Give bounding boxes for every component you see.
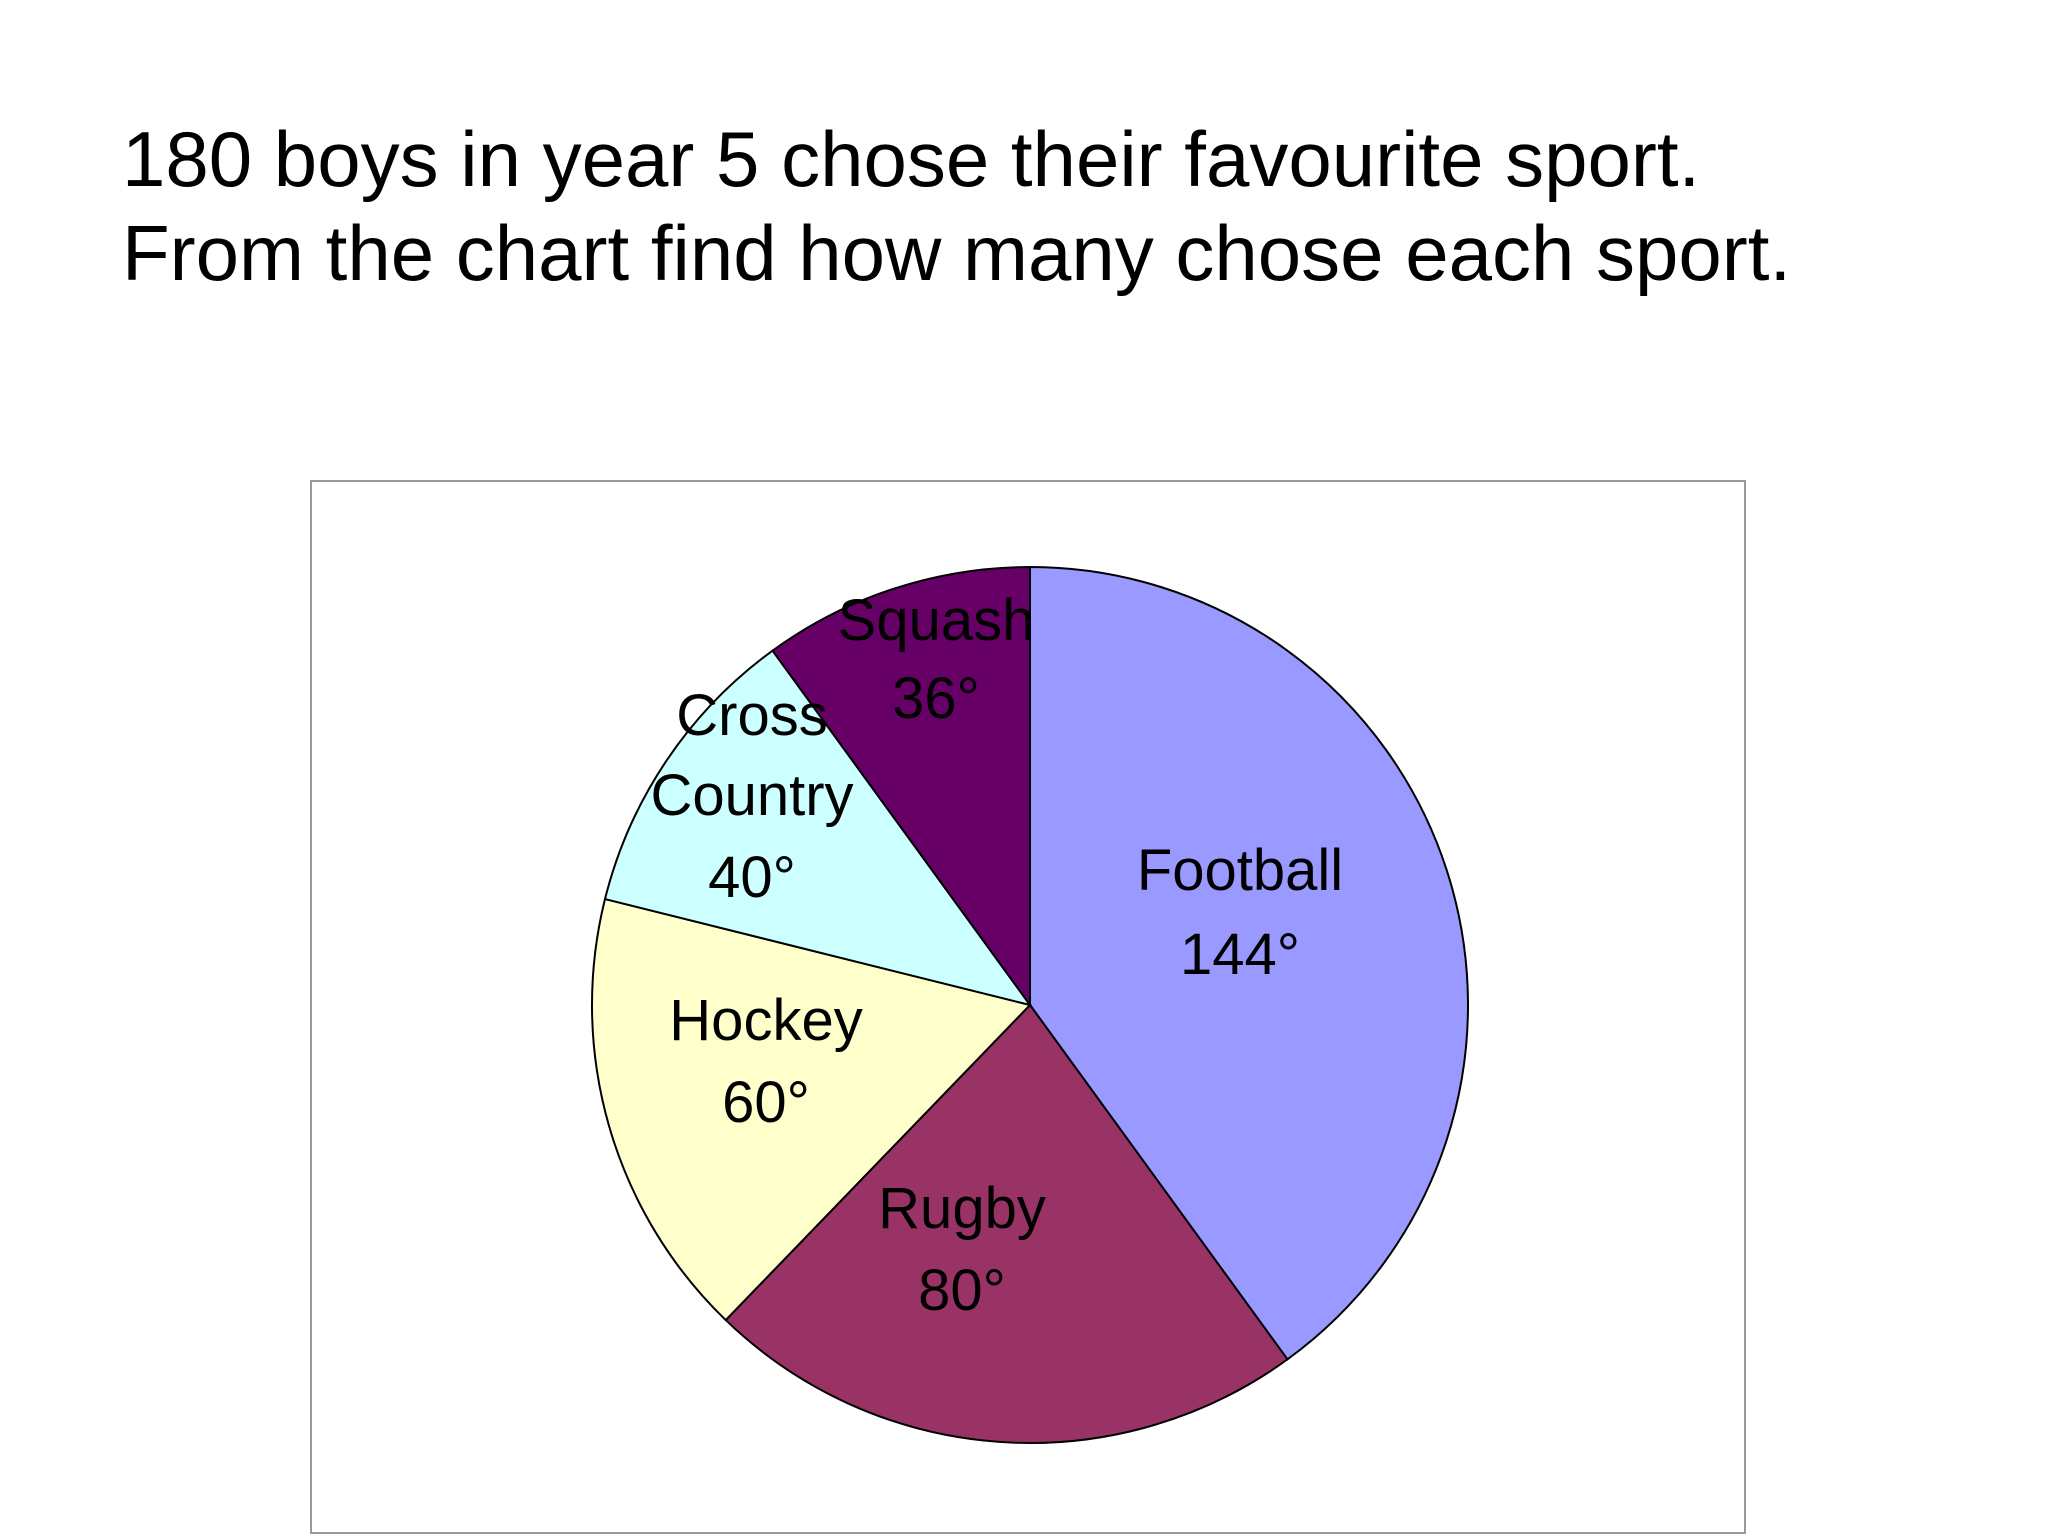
slice-name-hockey: Hockey bbox=[669, 988, 862, 1053]
data-label-hockey: Hockey 60° bbox=[669, 988, 862, 1135]
slice-value-football: 144° bbox=[1180, 922, 1300, 987]
data-label-football: Football 144° bbox=[1137, 838, 1343, 987]
pie-slice-cross-country bbox=[603, 649, 1033, 1007]
question-text: 180 boys in year 5 chose their favourite… bbox=[122, 112, 2002, 300]
question-line-1: 180 boys in year 5 chose their favourite… bbox=[122, 115, 1701, 203]
slice-value-rugby: 80° bbox=[918, 1258, 1006, 1323]
question-line-2: From the chart find how many chose each … bbox=[122, 209, 1792, 297]
slice-name-football: Football bbox=[1137, 838, 1343, 903]
slice-name-cross-country: Country bbox=[650, 763, 853, 828]
slice-value-hockey: 60° bbox=[722, 1070, 810, 1135]
pie-slice-rugby bbox=[724, 1003, 1289, 1444]
slice-value-cross-country: 40° bbox=[708, 845, 796, 910]
data-label-rugby: Rugby 80° bbox=[878, 1176, 1046, 1323]
slice-name-squash: Squash bbox=[838, 588, 1035, 653]
data-label-cross-country: Cross Country 40° bbox=[650, 683, 853, 910]
pie-labels: Football 144° Rugby 80° Hockey 60° Cross Countr… bbox=[650, 588, 1343, 1323]
slice-value-squash: 36° bbox=[892, 666, 980, 731]
pie-slices bbox=[591, 565, 1470, 1444]
pie-slice-hockey bbox=[591, 897, 1032, 1322]
slice-name-rugby: Rugby bbox=[878, 1176, 1046, 1241]
slice-name-cross-country: Cross bbox=[676, 683, 827, 748]
data-label-squash: Squash 36° bbox=[838, 588, 1035, 731]
pie-slice-football bbox=[1029, 565, 1470, 1361]
pie-slice-squash bbox=[771, 565, 1031, 1009]
